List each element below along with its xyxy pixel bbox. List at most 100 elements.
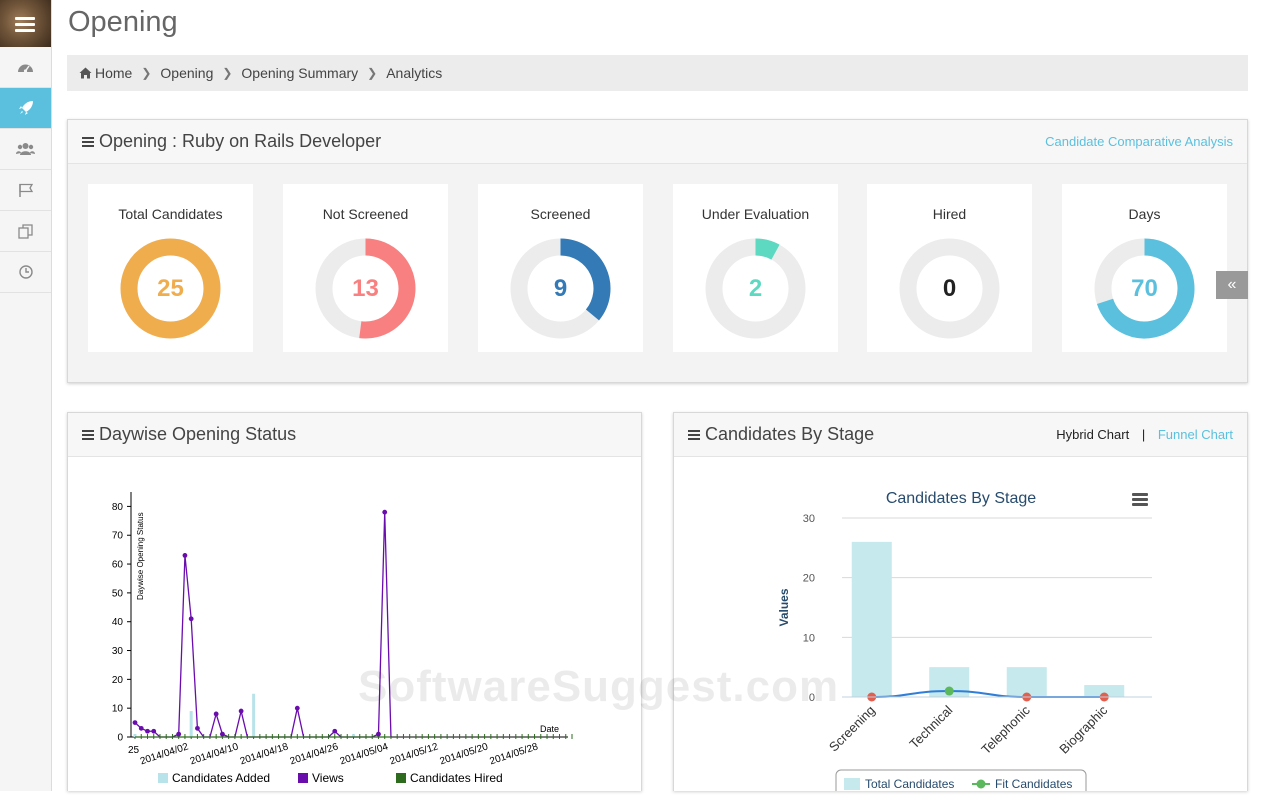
views-point — [188, 616, 194, 622]
stat-card-not-screened: Not Screened 13 — [283, 184, 448, 352]
sidebar-item-history[interactable] — [0, 252, 51, 293]
daywise-title: Daywise Opening Status — [99, 424, 297, 444]
collapse-button[interactable]: « — [1216, 271, 1248, 299]
y-tick-label: 60 — [112, 560, 124, 571]
breadcrumb-analytics: Analytics — [386, 65, 443, 81]
opening-title: Opening : Ruby on Rails Developer — [99, 131, 382, 151]
daywise-panel-header: Daywise Opening Status — [68, 413, 641, 457]
added-bar — [352, 734, 355, 737]
list-icon — [688, 428, 700, 442]
x-tick-label: Biographic — [1056, 702, 1110, 756]
list-icon — [82, 135, 94, 149]
stat-card-total-candidates: Total Candidates 25 — [88, 184, 253, 352]
fit-candidates-line — [871, 690, 1105, 698]
donut-chart — [705, 238, 806, 339]
x-tick-label: 2014/04/26 — [289, 741, 340, 767]
stat-value: 2 — [748, 275, 763, 302]
legend-swatch — [844, 778, 860, 790]
stat-label: Not Screened — [322, 206, 409, 222]
x-tick-label: 2014/04/02 — [139, 741, 190, 767]
stat-label: Screened — [530, 206, 591, 222]
stat-card-hired: Hired 0 — [867, 184, 1032, 352]
y-tick-label: 0 — [117, 733, 123, 744]
list-icon — [82, 428, 94, 442]
donut-chart — [510, 238, 611, 339]
daywise-chart: 0 10 20 30 40 50 60 70 80 Daywise Opening Status D… — [112, 492, 573, 785]
daywise-chart-area: 0 10 20 30 40 50 60 70 80 Daywise Opening Status D… — [68, 457, 641, 791]
stage-chart-area: Candidates By Stage 0 10 20 30 Values Screenin… — [674, 457, 1247, 796]
copy-icon — [18, 223, 33, 239]
y-tick-label: 30 — [112, 646, 124, 657]
views-point — [182, 553, 188, 558]
flag-icon — [18, 183, 33, 197]
breadcrumb-opening-summary[interactable]: Opening Summary — [241, 65, 359, 81]
clock-icon — [18, 265, 33, 279]
x-tick-label: 2014/05/04 — [339, 741, 390, 767]
x-axis-label: Date — [540, 724, 559, 734]
y-tick-label: 10 — [112, 704, 124, 715]
donut-chart — [1094, 238, 1195, 339]
daywise-panel: Daywise Opening Status 0 10 20 30 40 50 60 70 80… — [67, 412, 642, 791]
stat-label: Hired — [932, 206, 967, 222]
views-point — [382, 509, 388, 515]
y-tick-label: 40 — [112, 617, 124, 628]
stat-card-under-evaluation: Under Evaluation 2 — [673, 184, 838, 352]
views-point — [138, 725, 144, 731]
stat-label: Days — [1128, 206, 1161, 222]
y-axis-label: Daywise Opening Status — [136, 512, 145, 600]
sidebar-item-dashboard[interactable] — [0, 47, 51, 88]
sidebar-item-copy[interactable] — [0, 211, 51, 252]
users-icon — [16, 143, 35, 155]
stage-bar — [1084, 685, 1125, 697]
menu-bar — [1132, 498, 1148, 501]
fit-candidates-point — [944, 686, 954, 696]
stage-chart: Candidates By Stage 0 10 20 30 Values Screenin… — [777, 490, 1152, 796]
stat-card-screened: Screened 9 — [478, 184, 643, 352]
sidebar-item-openings[interactable] — [0, 88, 51, 129]
dashboard-icon — [18, 64, 33, 73]
sidebar-item-candidates[interactable] — [0, 129, 51, 170]
breadcrumb-home[interactable]: Home — [95, 65, 133, 81]
tab-hybrid-chart[interactable]: Hybrid Chart — [1056, 427, 1130, 442]
stat-value: 70 — [1131, 275, 1158, 302]
y-tick-label: 10 — [803, 632, 815, 644]
legend-label: Candidates Added — [172, 771, 270, 785]
views-point — [294, 705, 300, 711]
views-point — [195, 725, 200, 731]
series-line-views — [134, 512, 392, 738]
stage-bar — [1006, 667, 1047, 697]
donut-arc — [1096, 238, 1195, 339]
x-tick-label: Technical — [906, 702, 955, 751]
stat-value: 25 — [157, 275, 184, 302]
y-axis-label: Values — [777, 588, 791, 626]
y-tick-label: 20 — [112, 675, 124, 686]
menu-bar — [1132, 493, 1148, 496]
x-tick-label: 2014/04/10 — [189, 741, 240, 767]
donut-arc — [120, 238, 221, 339]
views-point — [132, 720, 138, 725]
views-point — [151, 728, 157, 734]
tab-funnel-chart[interactable]: Funnel Chart — [1157, 427, 1233, 442]
legend-label: Candidates Hired — [410, 771, 503, 785]
legend-label: Fit Candidates — [995, 777, 1072, 791]
x-tick-label: 2014/04/18 — [239, 741, 290, 767]
menu-toggle-icon[interactable] — [15, 17, 35, 35]
stage-panel: Candidates By Stage Hybrid Chart | Funne… — [673, 412, 1248, 796]
candidate-comparative-analysis-link[interactable]: Candidate Comparative Analysis — [1045, 134, 1233, 149]
home-icon — [79, 67, 92, 79]
sidebar-item-flags[interactable] — [0, 170, 51, 211]
chart-menu-icon[interactable] — [1132, 493, 1148, 506]
chart-type-tabs: Hybrid Chart | Funnel Chart — [1056, 427, 1233, 442]
stage-bar — [851, 541, 892, 697]
menu-bar — [1132, 503, 1148, 506]
opening-panel-header: Opening : Ruby on Rails Developer Candid… — [68, 120, 1247, 164]
stat-card-days: Days 70 — [1062, 184, 1227, 352]
sidebar-header — [0, 0, 51, 47]
x-tick-label: 2014/05/28 — [488, 741, 539, 767]
chevron-right-icon: ❯ — [222, 66, 233, 80]
views-point — [220, 731, 225, 737]
tab-separator: | — [1141, 427, 1146, 442]
opening-panel: Opening : Ruby on Rails Developer Candid… — [67, 119, 1248, 383]
chevron-right-icon: ❯ — [141, 66, 152, 80]
breadcrumb-opening[interactable]: Opening — [160, 65, 214, 81]
